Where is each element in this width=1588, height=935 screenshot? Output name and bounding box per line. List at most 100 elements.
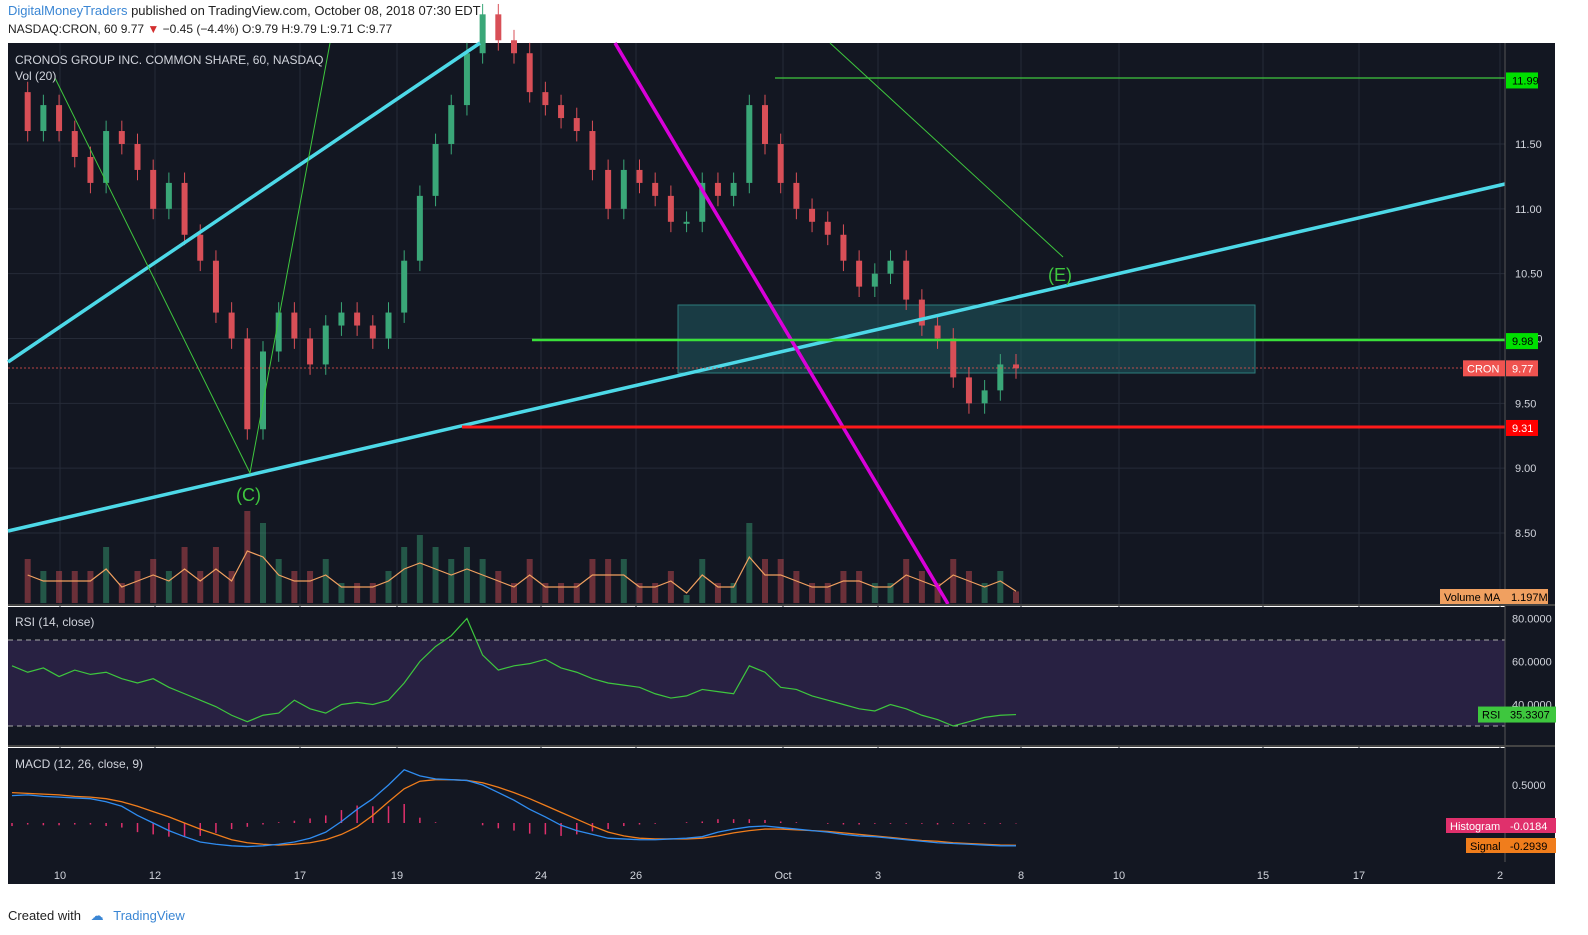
- footer: Created with ☁ TradingView: [8, 908, 185, 924]
- volume-bar: [652, 583, 659, 603]
- high-label: H:9.79: [281, 22, 317, 36]
- wave-e-label: (E): [1048, 265, 1072, 285]
- candle-body: [589, 131, 596, 170]
- candle-body: [605, 169, 612, 209]
- candle-body: [448, 105, 455, 144]
- lower-trendline[interactable]: [7, 182, 1506, 533]
- volume-ma-tag: [1440, 589, 1548, 604]
- volume-bar: [432, 547, 439, 603]
- published-text: published on TradingView.com, October 08…: [131, 3, 481, 18]
- price-level-tag: [1506, 360, 1538, 377]
- time-axis[interactable]: [8, 862, 1555, 884]
- rsi-tag-value: 35.3307: [1510, 710, 1550, 722]
- volume-bar: [965, 571, 972, 603]
- volume-bar: [542, 583, 549, 603]
- tradingview-cloud-icon: ☁: [90, 908, 104, 923]
- volume-bar: [573, 583, 580, 603]
- volume-bar: [997, 571, 1004, 603]
- candle-body: [620, 169, 627, 209]
- price-level-tag: [1506, 72, 1538, 89]
- volume-bar: [181, 547, 188, 603]
- macd-pane[interactable]: [8, 748, 1505, 862]
- price-level-tag-text: 9.98: [1512, 336, 1533, 348]
- candle-body: [793, 182, 800, 209]
- rsi-title: RSI (14, close): [15, 615, 94, 629]
- symbol-label: NASDAQ:CRON, 60: [8, 22, 118, 36]
- volume-bar: [950, 559, 957, 603]
- publish-header: DigitalMoneyTraders published on Trading…: [8, 3, 481, 19]
- volume-bar: [134, 571, 141, 603]
- volume-bar: [71, 571, 78, 603]
- candle-body: [950, 338, 957, 378]
- rsi-band: [8, 640, 1505, 726]
- price-tick-label: 10.50: [1515, 269, 1543, 281]
- candle-body: [699, 182, 706, 222]
- candle-body: [260, 351, 266, 430]
- price-tick-label: 9.00: [1515, 463, 1536, 475]
- ohlc-line: NASDAQ:CRON, 60 9.77 ▼ −0.45 (−4.4%) O:9…: [8, 22, 392, 36]
- volume-bar: [856, 571, 863, 603]
- wave-lines[interactable]: [54, 42, 331, 475]
- volume-bar: [589, 559, 596, 603]
- upper-trendline[interactable]: [7, 41, 481, 364]
- volume-bar: [918, 571, 925, 603]
- candle-body: [307, 338, 314, 365]
- time-tick-label: 3: [875, 870, 881, 882]
- candle-body: [840, 234, 847, 261]
- volume-bar: [197, 571, 204, 603]
- candle-body: [181, 182, 188, 235]
- candle-body: [824, 221, 831, 235]
- histogram-tag-label: Histogram: [1450, 821, 1500, 833]
- candle-body: [871, 273, 878, 287]
- volume-ma-line: [27, 550, 1017, 594]
- time-tick-label: 19: [391, 870, 403, 882]
- volume-bar: [746, 523, 753, 603]
- volume-indicator-label: Vol (20): [15, 69, 56, 83]
- candle-body: [997, 364, 1004, 391]
- histogram-tag-value: -0.0184: [1510, 821, 1547, 833]
- change-label: −0.45 (−4.4%): [162, 22, 239, 36]
- volume-bar: [934, 583, 941, 603]
- candle-body: [526, 53, 533, 93]
- created-with-text: Created with: [8, 908, 81, 923]
- time-tick-label: 26: [630, 870, 642, 882]
- volume-bar: [275, 559, 282, 603]
- volume-bar: [416, 535, 423, 603]
- wave-e-line[interactable]: [829, 42, 1064, 258]
- candle-body: [667, 195, 674, 222]
- price-level-tag-text: 9.77: [1512, 363, 1533, 375]
- candle-body: [228, 312, 235, 339]
- price-axis[interactable]: [1505, 43, 1555, 862]
- candle-body: [165, 182, 172, 209]
- volume-bar: [793, 571, 800, 603]
- volume-bar: [683, 595, 690, 603]
- time-tick-label: 17: [294, 870, 306, 882]
- histogram-tag: [1446, 818, 1556, 833]
- downtrend-line[interactable]: [613, 42, 950, 605]
- signal-line: [11, 779, 1017, 846]
- candle-body: [275, 312, 282, 352]
- volume-bar: [903, 559, 910, 603]
- volume-bar: [777, 559, 784, 603]
- candle-body: [416, 195, 423, 261]
- candle-body: [714, 182, 721, 196]
- candle-body: [558, 105, 565, 119]
- candle-body: [291, 312, 298, 339]
- tradingview-link[interactable]: TradingView: [113, 908, 185, 923]
- candle-body: [134, 144, 141, 170]
- rsi-line: [11, 617, 1017, 727]
- candle-body: [809, 208, 816, 222]
- volume-bar: [150, 559, 157, 603]
- candle-body: [903, 260, 910, 300]
- candle-body: [56, 105, 63, 132]
- volume-bar: [260, 523, 266, 603]
- candle-body: [338, 312, 345, 326]
- candle-body: [511, 40, 517, 54]
- candle-body: [479, 14, 486, 54]
- publisher-link[interactable]: DigitalMoneyTraders: [8, 3, 128, 18]
- volume-bar: [620, 559, 627, 603]
- candle-body: [322, 325, 329, 365]
- time-tick-label: 8: [1018, 870, 1024, 882]
- candle-body: [573, 118, 580, 132]
